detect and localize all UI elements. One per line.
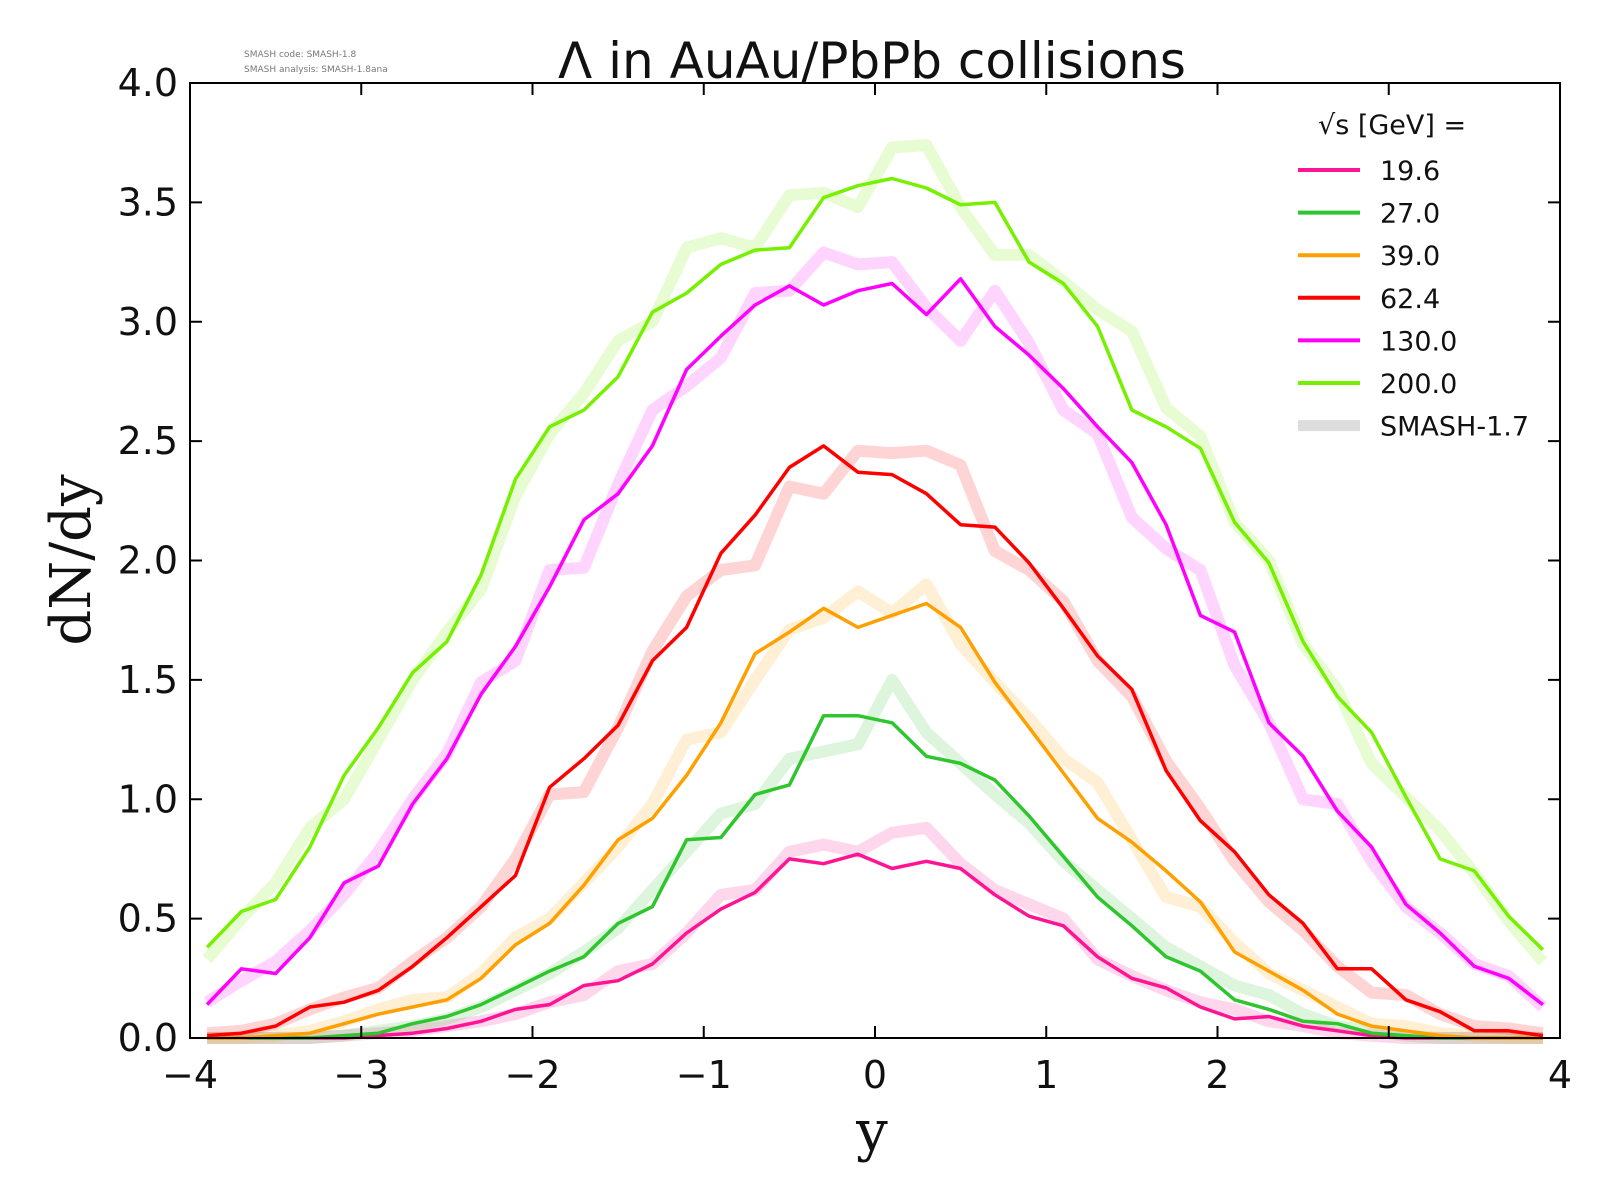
y-tick-label: 1.0 (118, 777, 178, 821)
y-tick-label: 2.5 (118, 419, 178, 463)
x-tick-label: 4 (1548, 1053, 1572, 1097)
x-tick-label: 2 (1205, 1053, 1229, 1097)
series-line-62.4 (206, 444, 1544, 1038)
legend-label-130.0: 130.0 (1380, 326, 1457, 357)
reference-line-130.0 (203, 246, 1547, 1012)
legend: √s [GeV] = 19.6 27.0 39.0 62.4 130.0 200.0 SMA… (1298, 110, 1529, 443)
series-line-200.0 (205, 176, 1545, 951)
x-tick-label: −3 (333, 1053, 389, 1097)
legend-label-200.0: 200.0 (1380, 369, 1457, 400)
y-tick-label: 0.0 (118, 1016, 178, 1060)
series-line-27.0 (207, 713, 1543, 1040)
reference-lines (202, 139, 1548, 1044)
software-note-analysis: SMASH analysis: SMASH-1.8ana (244, 65, 388, 75)
software-note-code: SMASH code: SMASH-1.8 (244, 50, 357, 60)
y-axis-title: dN/dy (39, 474, 104, 646)
series-lines (205, 176, 1545, 1040)
x-tick-label: 0 (863, 1053, 887, 1097)
x-axis-title: y (855, 1099, 888, 1164)
reference-line-27.0 (207, 673, 1543, 1044)
legend-label-39.0: 39.0 (1380, 241, 1440, 272)
legend-label-27.0: 27.0 (1380, 199, 1440, 230)
x-tick-label: 3 (1377, 1053, 1401, 1097)
chart-title: Λ in AuAu/PbPb collisions (558, 32, 1186, 90)
y-tick-label: 3.0 (118, 300, 178, 344)
y-tick-label: 3.5 (118, 180, 178, 224)
x-tick-label: 1 (1034, 1053, 1058, 1097)
axis-ticks (189, 82, 1561, 1039)
legend-label-19.6: 19.6 (1380, 156, 1440, 187)
y-tick-label: 1.5 (118, 658, 178, 702)
x-tick-label: −4 (162, 1053, 218, 1097)
y-tick-label: 2.0 (118, 539, 178, 583)
y-tick-label: 4.0 (118, 61, 178, 105)
x-tick-label: −2 (504, 1053, 560, 1097)
legend-title: √s [GeV] = (1318, 110, 1466, 141)
reference-line-62.4 (206, 444, 1544, 1040)
series-line-19.6 (207, 852, 1543, 1040)
legend-label-reference: SMASH-1.7 (1380, 412, 1529, 443)
reference-line-39.0 (207, 578, 1543, 1044)
legend-label-62.4: 62.4 (1380, 284, 1440, 315)
y-tick-label: 0.5 (118, 897, 178, 941)
tick-labels: −4 −3 −2 −1 0 1 2 3 4 0.0 0.5 1.0 1.5 2.0 2.5 3.0 3.5 4.0 (118, 61, 1573, 1097)
series-line-130.0 (205, 277, 1544, 1006)
series-line-39.0 (207, 601, 1543, 1040)
x-tick-label: −1 (676, 1053, 732, 1097)
plot-frame (189, 82, 1561, 1039)
